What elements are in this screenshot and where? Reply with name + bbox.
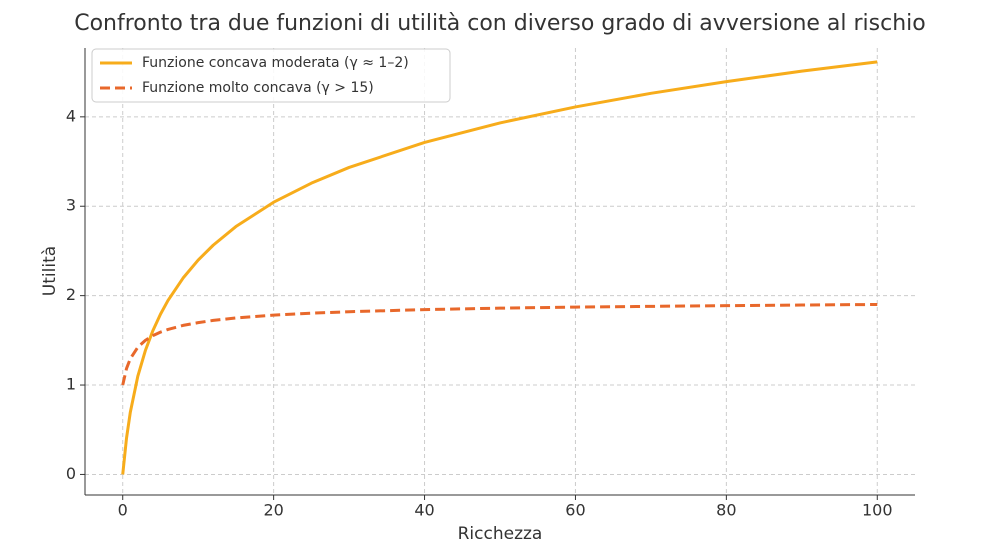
y-tick-label: 4 [66,106,76,125]
x-tick-label: 60 [565,501,585,520]
y-tick-label: 0 [66,464,76,483]
legend-label: Funzione concava moderata (γ ≈ 1–2) [142,55,409,71]
legend-label: Funzione molto concava (γ > 15) [142,80,374,96]
y-tick-label: 3 [66,196,76,215]
series-line [121,60,878,475]
x-axis-label: Ricchezza [458,524,543,544]
chart-title: Confronto tra due funzioni di utilità co… [74,11,926,36]
x-tick-label: 80 [716,501,736,520]
y-tick-label: 2 [66,285,76,304]
y-tick-label: 1 [66,375,76,394]
x-tick-label: 20 [263,501,283,520]
legend-box [91,48,451,103]
y-axis-label: Utilità [40,246,60,296]
series-line [121,302,878,386]
x-tick-label: 100 [862,501,893,520]
x-tick-label: 40 [414,501,434,520]
x-tick-label: 0 [118,501,128,520]
